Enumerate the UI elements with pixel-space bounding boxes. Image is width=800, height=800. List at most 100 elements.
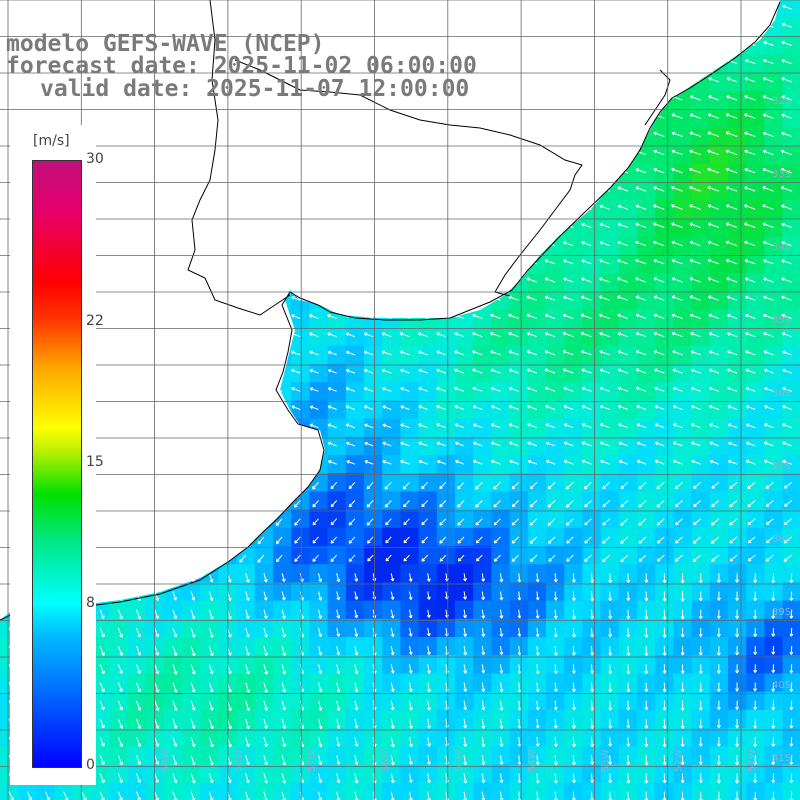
speed-cell [746, 473, 765, 492]
colorbar-tick-label: 0 [86, 757, 95, 773]
speed-cell [509, 527, 529, 547]
wind-arrow [635, 186, 647, 192]
speed-cell [527, 546, 547, 565]
wind-arrow [309, 314, 319, 319]
speed-cell [673, 273, 693, 292]
speed-cell [637, 309, 656, 329]
speed-cell [655, 145, 674, 165]
speed-cell [618, 473, 638, 492]
speed-cell [655, 345, 674, 365]
wind-arrow [653, 277, 665, 283]
speed-cell [637, 200, 656, 219]
speed-cell [309, 400, 329, 420]
speed-cell [709, 273, 729, 292]
speed-cell [728, 218, 747, 238]
speed-cell [618, 491, 638, 511]
speed-cell [600, 455, 620, 474]
speed-cell [582, 345, 602, 365]
speed-cell [673, 509, 693, 529]
speed-cell [782, 782, 800, 800]
speed-cell [582, 236, 602, 256]
speed-cell [764, 436, 784, 456]
wind-arrow [725, 186, 738, 192]
speed-cell [527, 455, 547, 474]
wind-arrow [671, 204, 683, 210]
speed-cell [655, 127, 674, 147]
speed-cell [400, 364, 420, 383]
speed-cell [564, 546, 583, 565]
speed-cell [764, 782, 784, 800]
wind-arrow [781, 241, 792, 247]
speed-cell [709, 364, 729, 383]
speed-cell [637, 163, 656, 183]
speed-cell [709, 546, 729, 565]
wind-arrow [781, 95, 792, 101]
speed-cell [746, 309, 765, 329]
speed-cell [746, 546, 765, 565]
wind-arrow [562, 313, 574, 319]
wind-arrow [744, 77, 756, 83]
speed-cell [673, 218, 693, 238]
speed-cell [691, 163, 711, 183]
speed-cell [709, 345, 729, 365]
wind-arrow [707, 240, 720, 247]
speed-cell [728, 782, 747, 800]
wind-arrow [782, 4, 792, 10]
wind-arrow [635, 258, 647, 265]
speed-cell [691, 382, 711, 401]
speed-cell [691, 509, 711, 529]
speed-cell [618, 527, 638, 547]
speed-cell [491, 527, 511, 547]
speed-cell [709, 382, 729, 401]
speed-cell [473, 455, 492, 474]
speed-cell [54, 782, 74, 800]
speed-cell [436, 327, 456, 347]
speed-cell [618, 200, 638, 219]
speed-cell [600, 327, 620, 347]
wind-arrow [671, 222, 683, 228]
speed-cell [746, 345, 765, 365]
wind-arrow [671, 186, 683, 192]
speed-cell [655, 382, 674, 401]
wind-arrow [617, 186, 629, 192]
speed-cell [637, 182, 656, 201]
wind-arrow [653, 222, 665, 228]
speed-cell [400, 782, 420, 800]
speed-cell [691, 273, 711, 292]
wind-arrow [708, 95, 720, 101]
wind-arrow [544, 313, 556, 319]
wind-arrow [689, 313, 701, 319]
speed-cell [564, 436, 583, 456]
wind-arrow [581, 241, 592, 247]
lat-label: 37S [772, 461, 791, 472]
speed-cell [691, 254, 711, 274]
speed-cell [72, 782, 92, 800]
speed-cell [709, 200, 729, 219]
speed-cell [546, 309, 565, 329]
speed-cell [600, 309, 620, 329]
lon-label: 53W [600, 749, 611, 772]
speed-cell [691, 364, 711, 383]
speed-cell [509, 400, 529, 420]
speed-cell [618, 309, 638, 329]
lat-label: 40S [772, 680, 791, 691]
wind-arrow [635, 240, 647, 247]
wind-arrow [707, 222, 720, 228]
speed-cell [327, 364, 347, 383]
speed-cell [673, 782, 693, 800]
speed-cell [728, 418, 747, 438]
wind-arrow [689, 222, 701, 228]
speed-cell [655, 546, 674, 565]
speed-cell [509, 436, 529, 456]
speed-cell [746, 273, 765, 292]
speed-cell [345, 382, 365, 401]
wind-arrow [781, 113, 792, 119]
speed-cell [327, 382, 347, 401]
colorbar-tick-label: 22 [86, 312, 104, 329]
speed-cell [564, 400, 583, 420]
wind-arrow [599, 277, 610, 283]
speed-cell [673, 473, 693, 492]
speed-cell [655, 200, 674, 219]
speed-cell [673, 527, 693, 547]
